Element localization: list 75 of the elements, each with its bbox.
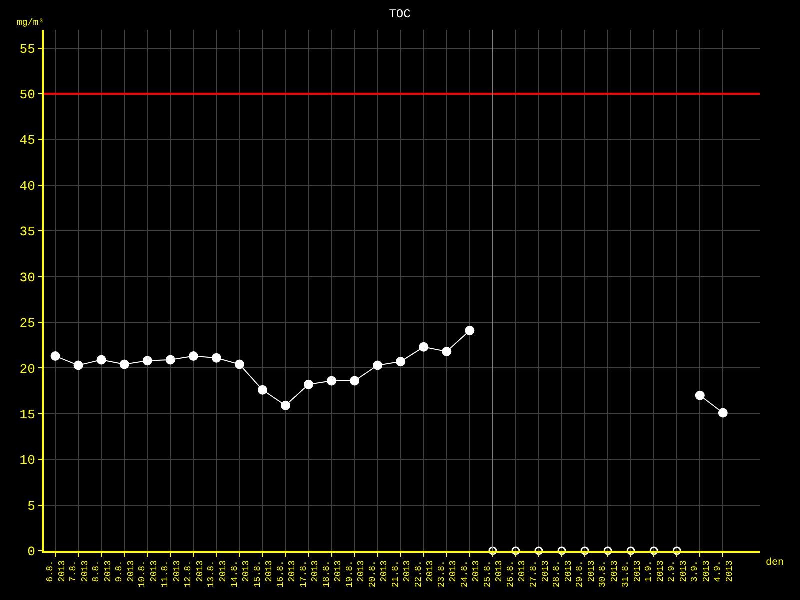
x-tick-label: 27.8. 2013 xyxy=(529,560,551,588)
x-tick-label: 4.9. 2013 xyxy=(713,560,735,582)
y-axis-title: mg/m³ xyxy=(17,18,44,28)
point xyxy=(304,380,314,390)
x-tick-label: 24.8. 2013 xyxy=(460,560,482,588)
point xyxy=(442,346,452,356)
y-tick-label: 5 xyxy=(28,498,36,514)
point xyxy=(534,546,544,556)
point xyxy=(488,546,498,556)
point xyxy=(120,360,130,370)
y-tick-label: 45 xyxy=(20,133,36,148)
x-tick-label: 26.8. 2013 xyxy=(506,560,528,588)
point xyxy=(258,385,268,395)
x-tick-label: 21.8. 2013 xyxy=(390,560,413,588)
x-tick-label: 29.8. 2013 xyxy=(575,560,597,588)
x-tick-label: 15.8. 2013 xyxy=(252,560,274,588)
y-tick-label: 15 xyxy=(20,407,36,422)
point xyxy=(142,356,152,366)
point xyxy=(373,360,383,370)
x-tick-label: 1.9. 2013 xyxy=(644,560,666,582)
point xyxy=(604,546,612,556)
x-tick-label: 28.8. 2013 xyxy=(552,560,574,588)
point xyxy=(512,546,520,556)
x-tick-label: 16.8. 2013 xyxy=(276,560,298,588)
x-tick-label: 6.8. 2013 xyxy=(46,560,68,582)
point xyxy=(672,546,682,556)
point xyxy=(650,546,658,556)
y-tick-label: 0 xyxy=(28,544,36,560)
y-tick-label: 10 xyxy=(20,453,36,468)
x-tick-label: 17.8. 2013 xyxy=(298,560,321,588)
y-tick-label: 50 xyxy=(20,88,36,103)
x-tick-label: 11.8. 2013 xyxy=(160,560,182,588)
x-tick-label: 12.8. 2013 xyxy=(184,560,206,588)
x-tick-label: 10.8. 2013 xyxy=(138,560,160,588)
x-tick-label: 13.8. 2013 xyxy=(206,560,228,588)
x-axis-title: den xyxy=(766,557,784,569)
point xyxy=(695,390,705,400)
point xyxy=(74,360,84,370)
point xyxy=(188,352,198,362)
point xyxy=(396,357,406,367)
x-tick-label: 8.8. 2013 xyxy=(92,560,114,582)
x-tick-label: 30.8. 2013 xyxy=(598,560,620,588)
x-tick-label: 19.8. 2013 xyxy=(344,560,367,588)
x-tick-label: 14.8. 2013 xyxy=(230,560,252,588)
y-tick-label: 35 xyxy=(20,224,36,240)
point xyxy=(234,360,244,370)
x-tick-label: 25.8. 2013 xyxy=(483,560,505,588)
x-tick-label: 20.8. 2013 xyxy=(368,560,390,588)
point xyxy=(212,353,222,363)
x-tick-label: 18.8. 2013 xyxy=(322,560,344,588)
point xyxy=(96,355,106,365)
point xyxy=(280,400,290,410)
chart-title: TOC xyxy=(389,7,411,22)
y-tick-label: 55 xyxy=(20,42,36,57)
point xyxy=(558,546,566,556)
point xyxy=(718,408,728,418)
x-tick-label: 7.8. 2013 xyxy=(68,560,90,582)
point xyxy=(50,352,60,362)
y-tick-label: 30 xyxy=(20,270,36,286)
point xyxy=(580,546,590,556)
x-tick-label: 9.8. 2013 xyxy=(114,560,136,582)
point xyxy=(327,376,337,386)
y-tick-label: 40 xyxy=(20,178,36,194)
x-tick-label: 22.8. 2013 xyxy=(414,560,436,588)
y-tick-label: 20 xyxy=(20,362,36,377)
point xyxy=(350,376,360,386)
point xyxy=(626,546,636,556)
x-tick-label: 2.9. 2013 xyxy=(667,560,689,582)
point xyxy=(419,342,429,352)
point xyxy=(166,355,176,365)
x-tick-label: 3.9. 2013 xyxy=(690,560,712,582)
point xyxy=(465,326,475,336)
x-tick-label: 31.8. 2013 xyxy=(621,560,643,588)
x-tick-label: 23.8. 2013 xyxy=(436,560,459,588)
y-tick-label: 25 xyxy=(20,316,36,332)
